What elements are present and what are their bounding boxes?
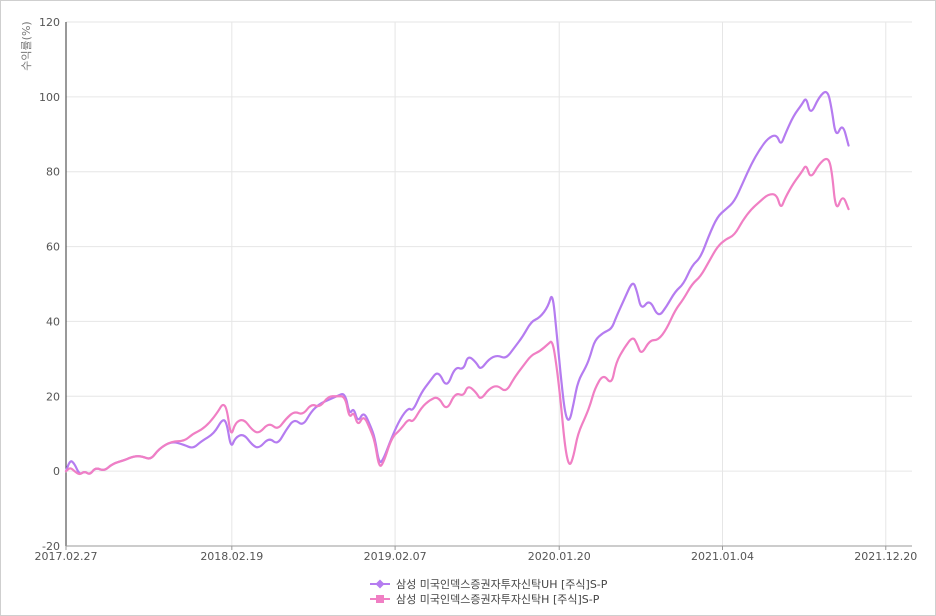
y-tick-label: 0 — [53, 465, 60, 478]
y-tick-label: 40 — [46, 315, 60, 328]
y-tick-label: 60 — [46, 241, 60, 254]
series-layer — [64, 90, 850, 476]
y-axis-label: 수익률(%) — [20, 21, 33, 70]
legend-item-uh[interactable]: 삼성 미국인덱스증권자투자신탁UH [주식]S-P — [370, 576, 607, 591]
y-tick-label: 120 — [39, 16, 60, 29]
grid-lines — [65, 21, 912, 547]
y-tick-label: 100 — [39, 91, 60, 104]
y-tick-label: -20 — [42, 540, 60, 553]
legend-item-h[interactable]: 삼성 미국인덱스증권자투자신탁H [주식]S-P — [370, 591, 607, 606]
x-tick-label: 2019.02.07 — [364, 550, 427, 563]
x-tick-label: 2020.01.20 — [528, 550, 591, 563]
x-tick-label: 2021.01.04 — [691, 550, 754, 563]
y-tick-label: 20 — [46, 390, 60, 403]
x-tick-label: 2021.12.20 — [854, 550, 917, 563]
x-tick-label: 2018.02.19 — [200, 550, 263, 563]
series-line-uh[interactable] — [64, 90, 850, 475]
legend-marker-uh — [370, 578, 390, 589]
legend: 삼성 미국인덱스증권자투자신탁UH [주식]S-P 삼성 미국인덱스증권자투자신… — [370, 576, 607, 606]
x-tick-label: 2017.02.27 — [35, 550, 98, 563]
y-tick-label: 80 — [46, 166, 60, 179]
axes: -20 0 20 40 60 80 100 120 2017.02.27 2018.02.19 20… — [35, 16, 918, 563]
legend-label-uh: 삼성 미국인덱스증권자투자신탁UH [주식]S-P — [396, 577, 608, 591]
legend-marker-h — [370, 594, 390, 604]
legend-label-h: 삼성 미국인덱스증권자투자신탁H [주식]S-P — [396, 592, 600, 606]
series-line-h[interactable] — [64, 157, 850, 476]
